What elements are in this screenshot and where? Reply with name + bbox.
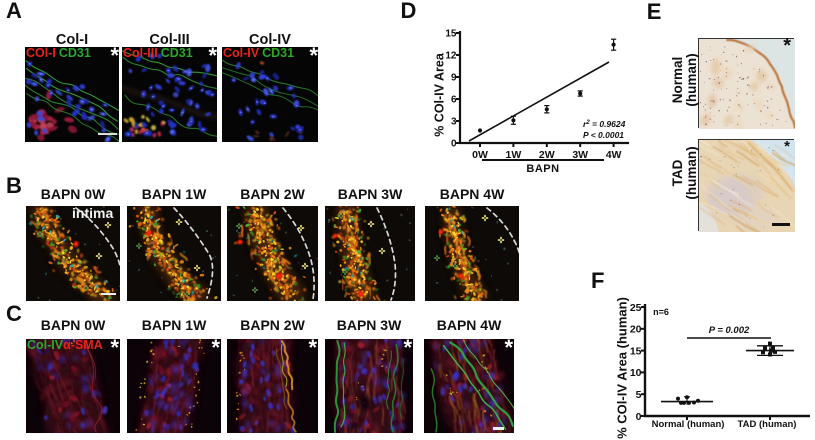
- svg-text:0W: 0W: [472, 149, 488, 161]
- svg-text:TAD (human): TAD (human): [738, 419, 797, 430]
- svg-text:5: 5: [636, 389, 642, 401]
- svg-text:0: 0: [636, 411, 642, 423]
- svg-text:15: 15: [445, 29, 457, 40]
- svg-text:6: 6: [451, 95, 457, 106]
- svg-text:% COl-IV Area: % COl-IV Area: [433, 52, 447, 137]
- svg-text:P < 0.0001: P < 0.0001: [583, 130, 624, 140]
- svg-text:15: 15: [630, 345, 642, 357]
- svg-text:2W: 2W: [539, 149, 555, 161]
- svg-text:9: 9: [451, 73, 457, 84]
- svg-text:BAPN: BAPN: [526, 163, 559, 175]
- svg-text:3: 3: [451, 117, 457, 128]
- svg-text:4W: 4W: [606, 149, 622, 161]
- svg-text:% COl-IV Area (human): % COl-IV Area (human): [615, 297, 630, 439]
- svg-text:0: 0: [451, 139, 457, 150]
- svg-text:25: 25: [630, 302, 642, 314]
- svg-text:Normal (human): Normal (human): [652, 419, 725, 430]
- svg-text:1W: 1W: [506, 149, 522, 161]
- svg-text:3W: 3W: [572, 149, 588, 161]
- svg-text:20: 20: [630, 324, 642, 336]
- svg-text:10: 10: [630, 367, 642, 379]
- svg-text:r2 = 0.9624: r2 = 0.9624: [583, 119, 626, 129]
- svg-text:P = 0.002: P = 0.002: [709, 325, 750, 336]
- svg-text:n=6: n=6: [653, 307, 669, 317]
- svg-text:12: 12: [445, 51, 457, 62]
